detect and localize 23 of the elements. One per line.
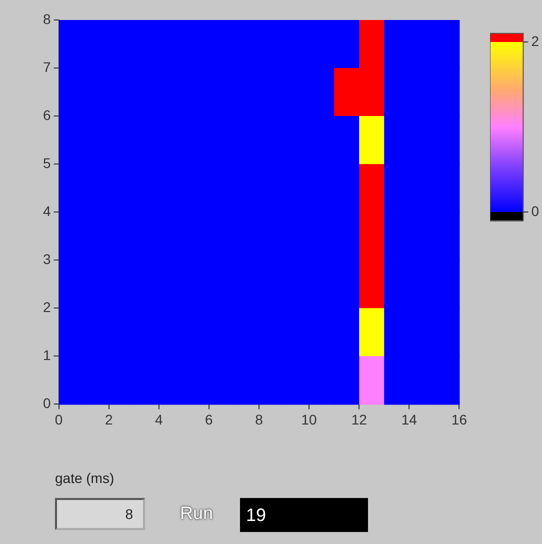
y-tick-label: 0: [42, 395, 51, 412]
y-tick-label: 8: [42, 10, 51, 27]
x-tick-label: 6: [205, 411, 214, 428]
y-tick-label: 4: [42, 202, 51, 219]
y-tick-label: 5: [42, 154, 51, 171]
x-tick-label: 4: [154, 411, 163, 428]
y-tick-label: 3: [42, 250, 51, 267]
color-bar-label: 0: [531, 202, 540, 219]
y-tick-label: 6: [42, 106, 51, 123]
x-tick-label: 10: [301, 411, 318, 428]
color-bar-label: 2: [531, 32, 540, 49]
x-tick-label: 8: [255, 411, 264, 428]
x-tick-label: 16: [451, 411, 468, 428]
y-tick-label: 2: [42, 299, 51, 316]
x-tick-label: 12: [351, 411, 368, 428]
text: 19: [240, 498, 368, 532]
x-tick-label: 14: [401, 411, 418, 428]
y-tick-label: 7: [42, 58, 51, 75]
y-tick-label: 1: [42, 347, 51, 364]
text: Run: [180, 503, 214, 524]
x-tick-label: 2: [104, 411, 113, 428]
x-tick-label: 0: [54, 411, 63, 428]
text: gate (ms): [55, 470, 114, 486]
